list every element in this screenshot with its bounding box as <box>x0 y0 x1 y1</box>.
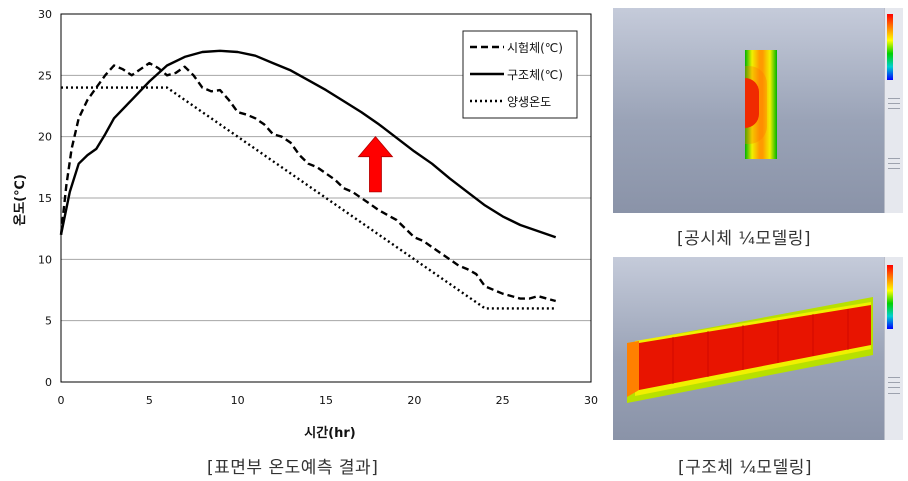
x-tick-label: 15 <box>319 394 333 407</box>
series-line-1 <box>59 61 557 303</box>
series-group <box>59 49 557 310</box>
structure-legend-panel <box>884 257 903 440</box>
legend-label: 시험체(℃) <box>507 41 563 55</box>
y-tick-label: 30 <box>38 8 52 21</box>
legend-label: 구조체(℃) <box>507 68 563 82</box>
x-tick-label: 5 <box>146 394 153 407</box>
plot-frame <box>60 13 592 383</box>
x-tick-label: 25 <box>496 394 510 407</box>
x-tick-label: 20 <box>407 394 421 407</box>
grid-lines <box>61 74 591 322</box>
axis-ticks: 0 5 10 15 20 25 30 0 5 10 15 20 25 30 <box>38 8 598 407</box>
x-tick-label: 30 <box>584 394 598 407</box>
y-tick-label: 5 <box>45 315 52 328</box>
structure-slab-drawing <box>627 297 873 403</box>
series-line-2 <box>59 49 557 239</box>
specimen-hot-core <box>745 78 759 128</box>
y-tick-label: 0 <box>45 376 52 389</box>
y-tick-label: 15 <box>38 192 52 205</box>
y-tick-label: 20 <box>38 131 52 144</box>
x-tick-label: 0 <box>58 394 65 407</box>
structure-color-legend <box>887 265 893 329</box>
structure-caption: [구조체 ¼모델링] <box>678 458 812 478</box>
annotation-arrow-group <box>357 136 394 193</box>
specimen-legend-panel <box>884 8 903 213</box>
y-tick-label: 10 <box>38 253 52 266</box>
legend: 시험체(℃) 구조체(℃) 양생온도 <box>462 30 578 119</box>
specimen-model-image <box>613 8 903 213</box>
red-up-arrow <box>357 136 394 193</box>
specimen-color-legend <box>887 14 893 80</box>
chart-caption: [표면부 온도예측 결과] <box>207 458 379 478</box>
legend-label: 양생온도 <box>507 95 551 109</box>
x-axis-label: 시간(hr) <box>304 425 355 441</box>
structure-model-image <box>613 257 903 440</box>
x-tick-label: 10 <box>231 394 245 407</box>
y-tick-label: 25 <box>38 69 52 82</box>
specimen-caption: [공시체 ¼모델링] <box>677 229 811 249</box>
specimen-mid-band <box>745 66 767 144</box>
y-axis-label: 온도(℃) <box>13 174 28 226</box>
